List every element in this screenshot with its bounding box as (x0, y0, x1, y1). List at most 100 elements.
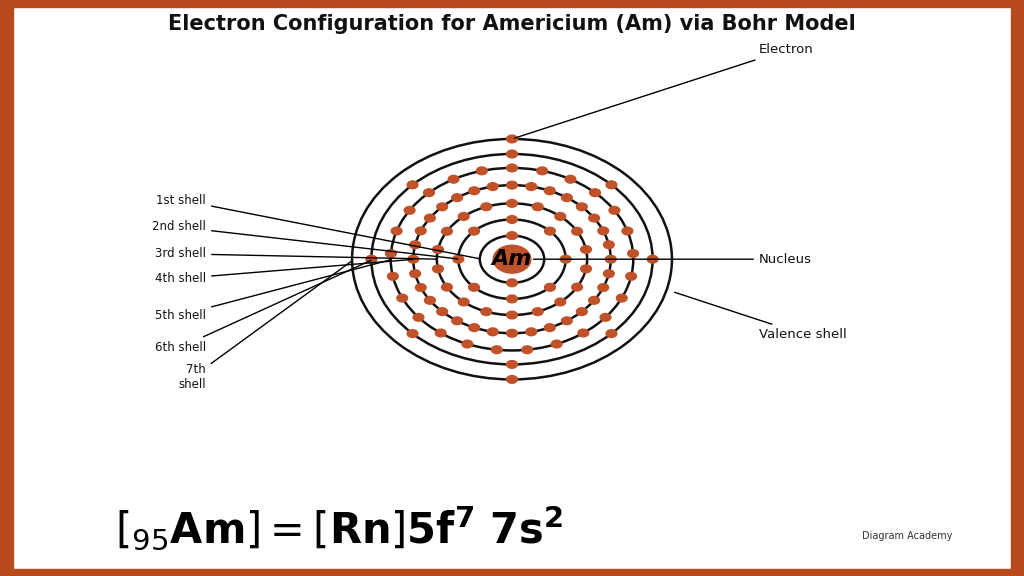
Ellipse shape (507, 279, 517, 287)
Ellipse shape (606, 329, 616, 338)
Ellipse shape (386, 249, 396, 257)
Ellipse shape (459, 213, 469, 220)
Text: 3rd shell: 3rd shell (155, 247, 436, 260)
Ellipse shape (647, 255, 658, 263)
Text: Electron: Electron (515, 43, 814, 138)
Ellipse shape (492, 346, 502, 354)
Ellipse shape (366, 255, 377, 263)
Ellipse shape (453, 255, 464, 263)
Text: 4th shell: 4th shell (155, 259, 413, 285)
Ellipse shape (616, 294, 627, 302)
Text: Nucleus: Nucleus (534, 253, 812, 266)
Ellipse shape (598, 284, 608, 291)
Ellipse shape (410, 241, 421, 249)
Ellipse shape (408, 181, 418, 189)
Ellipse shape (416, 284, 426, 291)
Ellipse shape (469, 187, 479, 195)
Ellipse shape (565, 175, 575, 183)
Ellipse shape (581, 245, 592, 253)
Ellipse shape (561, 194, 572, 202)
Ellipse shape (581, 265, 592, 273)
Ellipse shape (545, 228, 555, 235)
Ellipse shape (545, 324, 555, 332)
Ellipse shape (603, 241, 614, 249)
Ellipse shape (507, 311, 517, 319)
Ellipse shape (437, 203, 447, 211)
Ellipse shape (413, 313, 424, 321)
Ellipse shape (449, 175, 459, 183)
Text: 6th shell: 6th shell (155, 260, 371, 354)
Ellipse shape (441, 228, 453, 235)
Text: 2nd shell: 2nd shell (153, 221, 458, 259)
Ellipse shape (590, 189, 600, 196)
Ellipse shape (526, 328, 537, 336)
Ellipse shape (435, 329, 446, 337)
Bar (0, 0, 1024, 7)
Ellipse shape (598, 227, 608, 234)
Text: 7th
shell: 7th shell (178, 261, 352, 391)
Ellipse shape (507, 361, 517, 368)
Ellipse shape (507, 164, 517, 172)
Ellipse shape (532, 308, 543, 316)
Ellipse shape (397, 294, 408, 302)
Ellipse shape (507, 376, 517, 383)
Ellipse shape (577, 308, 587, 316)
Ellipse shape (432, 245, 443, 253)
Ellipse shape (555, 298, 565, 306)
Ellipse shape (589, 214, 599, 222)
Ellipse shape (387, 272, 398, 280)
Ellipse shape (589, 297, 599, 304)
Ellipse shape (481, 308, 492, 316)
Bar (1011, 0, 1024, 576)
Ellipse shape (408, 255, 419, 263)
Ellipse shape (469, 324, 479, 332)
Ellipse shape (507, 232, 517, 240)
Ellipse shape (437, 308, 447, 316)
Ellipse shape (507, 150, 517, 158)
Ellipse shape (507, 135, 517, 143)
Bar (0, 569, 1024, 576)
Text: Electron Configuration for Americium (Am) via Bohr Model: Electron Configuration for Americium (Am… (168, 14, 856, 35)
Ellipse shape (603, 270, 614, 278)
Ellipse shape (459, 298, 469, 306)
Ellipse shape (452, 317, 463, 325)
Text: Valence shell: Valence shell (675, 292, 847, 341)
Ellipse shape (487, 328, 498, 336)
Ellipse shape (481, 203, 492, 211)
Ellipse shape (571, 283, 583, 291)
Text: $\left[_{95}\mathbf{Am}\right]=\left[\mathbf{Rn}\right]\mathbf{5f^{7}\ 7s^{2}}$: $\left[_{95}\mathbf{Am}\right]=\left[\ma… (115, 504, 563, 552)
Ellipse shape (391, 227, 402, 235)
Ellipse shape (507, 199, 517, 207)
Ellipse shape (522, 346, 532, 354)
Ellipse shape (578, 329, 589, 337)
Ellipse shape (561, 317, 572, 325)
Ellipse shape (507, 215, 517, 223)
Ellipse shape (507, 181, 517, 189)
Ellipse shape (408, 329, 418, 338)
Ellipse shape (600, 313, 611, 321)
Text: Diagram Academy: Diagram Academy (862, 532, 952, 541)
Ellipse shape (626, 272, 637, 280)
Ellipse shape (551, 340, 562, 348)
Ellipse shape (507, 295, 517, 303)
Ellipse shape (432, 265, 443, 273)
Text: Am: Am (492, 249, 532, 269)
Text: 1st shell: 1st shell (157, 194, 479, 259)
Ellipse shape (605, 255, 616, 263)
Ellipse shape (545, 283, 555, 291)
Ellipse shape (462, 340, 473, 348)
Ellipse shape (537, 167, 548, 175)
Ellipse shape (452, 194, 463, 202)
Ellipse shape (494, 245, 530, 273)
Ellipse shape (555, 213, 565, 220)
Ellipse shape (606, 181, 616, 189)
Ellipse shape (424, 189, 434, 196)
Ellipse shape (545, 187, 555, 195)
Ellipse shape (487, 183, 498, 191)
Ellipse shape (560, 255, 571, 263)
Ellipse shape (416, 227, 426, 234)
Ellipse shape (476, 167, 487, 175)
Text: 5th shell: 5th shell (155, 260, 390, 321)
Ellipse shape (469, 283, 479, 291)
Bar (0, 0, 13, 576)
